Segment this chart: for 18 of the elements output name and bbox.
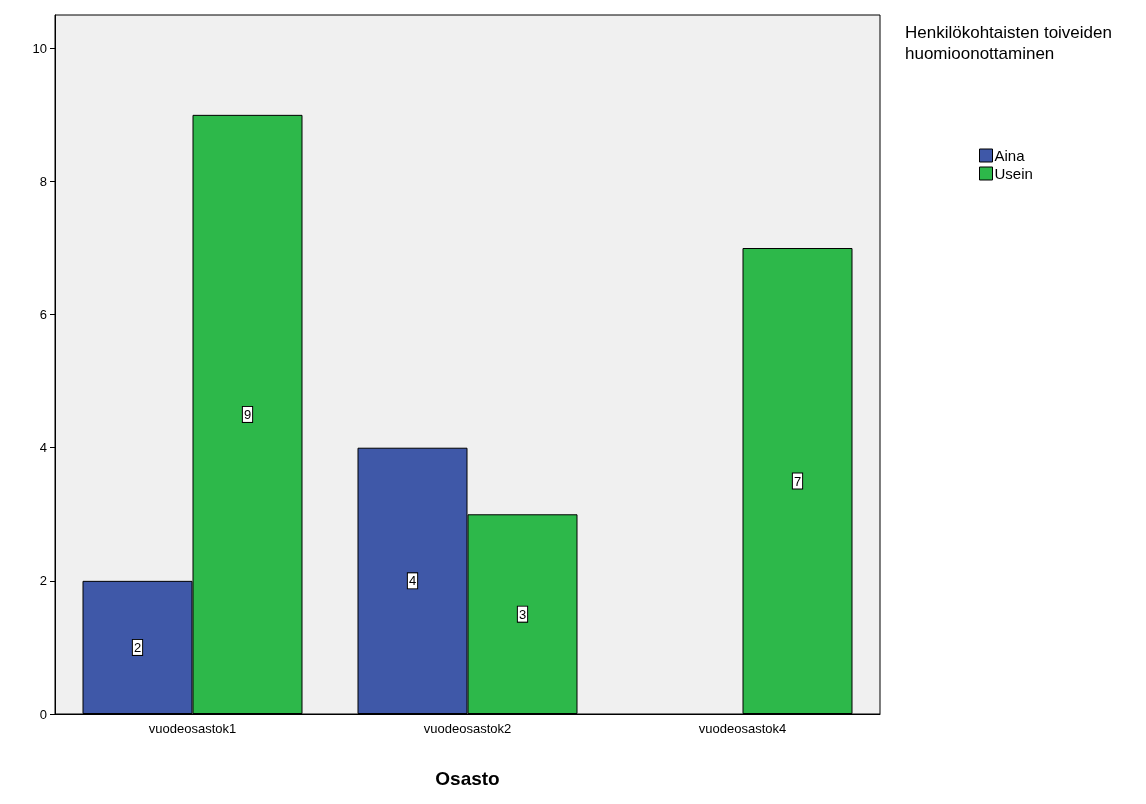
y-tick-label: 2 <box>39 573 47 589</box>
y-tick-label: 4 <box>39 440 47 456</box>
legend-title: Henkilökohtaisten toiveiden huomioonottaminen <box>905 23 1117 63</box>
data-label: 2 <box>133 639 142 655</box>
y-tick-label: 0 <box>39 706 47 722</box>
x-axis-title: Osasto <box>435 768 500 789</box>
data-label: 9 <box>243 406 252 422</box>
x-tick-label: vuodeosastok1 <box>148 721 237 736</box>
data-label: 4 <box>408 573 417 589</box>
data-label: 7 <box>793 473 802 489</box>
data-label: 3 <box>518 606 527 622</box>
x-tick-label: vuodeosastok4 <box>698 721 787 736</box>
y-tick-label: 6 <box>39 307 47 323</box>
x-tick-label: vuodeosastok2 <box>423 721 512 736</box>
y-tick-label: 8 <box>39 173 47 189</box>
legend-label: Usein <box>994 165 1033 182</box>
y-tick-label: 10 <box>32 40 47 56</box>
legend-label: Aina <box>994 147 1026 164</box>
